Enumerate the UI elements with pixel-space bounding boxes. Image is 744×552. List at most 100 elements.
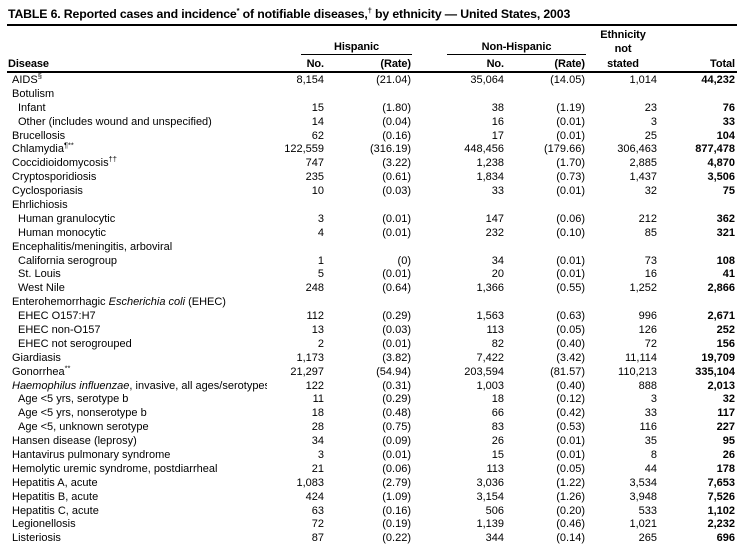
disease-name: Age <5, unknown serotype — [18, 421, 149, 434]
cell-hispanic-no: 1,083 — [296, 476, 324, 489]
cell-nonhispanic-rate: (1.26) — [556, 490, 585, 503]
table-title: TABLE 6. Reported cases and incidence* o… — [7, 5, 737, 26]
cell-nonhispanic-no: 26 — [491, 435, 504, 448]
cell-total — [659, 240, 737, 254]
table-row: EHEC non-O157 13 (0.03) 113 (0.05) 126 252 — [7, 323, 737, 337]
cell-hispanic-rate: (0.09) — [382, 435, 411, 448]
table-row: Human granulocytic 3 (0.01) 147 (0.06) 212 362 — [7, 212, 737, 226]
cell-ethnicity-not-stated — [587, 295, 659, 309]
cell-hispanic-no: 2 — [317, 337, 324, 350]
disease-name: EHEC non-O157 — [18, 323, 101, 336]
cell-hispanic-rate: (0.03) — [382, 185, 411, 198]
cell-nonhispanic-rate: (1.22) — [556, 476, 585, 489]
cell-ethnicity-not-stated: 1,014 — [629, 73, 657, 86]
disease-name: Cyclosporiasis — [12, 185, 83, 198]
cell-nonhispanic-no: 113 — [486, 323, 504, 336]
cell-total — [659, 295, 737, 309]
header-nonhispanic-no: No. — [413, 55, 506, 73]
header-nonhispanic-rate: (Rate) — [506, 55, 587, 73]
notifiable-diseases-table: Ethnicity Hispanic Non-Hispanic not Dise… — [7, 26, 737, 545]
table-row: Giardiasis 1,173 (3.82) 7,422 (3.42) 11,114 19… — [7, 351, 737, 365]
cell-nonhispanic-no: 506 — [485, 504, 504, 517]
cell-total: 321 — [716, 226, 735, 239]
cell-hispanic-no — [267, 87, 326, 101]
disease-name: Haemophilus influenzae, invasive, all ag… — [12, 379, 267, 392]
cell-nonhispanic-rate: (0.42) — [556, 407, 585, 420]
cell-ethnicity-not-stated — [587, 240, 659, 254]
cell-nonhispanic-no: 1,563 — [476, 310, 504, 323]
cell-nonhispanic-no — [413, 240, 506, 254]
cell-hispanic-rate: (0.01) — [382, 226, 411, 239]
cell-hispanic-no: 1 — [317, 254, 324, 267]
cell-hispanic-rate: (0.19) — [382, 518, 411, 531]
table-row: Legionellosis 72 (0.19) 1,139 (0.46) 1,021 2,2… — [7, 518, 737, 532]
header-ethnicity-line1: Ethnicity — [600, 29, 646, 41]
cell-hispanic-no: 122,559 — [284, 143, 324, 156]
cell-ethnicity-not-stated: 11,114 — [624, 351, 657, 364]
cell-total: 252 — [716, 323, 735, 336]
cell-nonhispanic-no: 448,456 — [464, 143, 504, 156]
table-row: Other (includes wound and unspecified) 14… — [7, 115, 737, 129]
cell-nonhispanic-rate — [506, 87, 587, 101]
cell-ethnicity-not-stated — [587, 198, 659, 212]
cell-total: 7,653 — [707, 476, 735, 489]
table-row: Hepatitis C, acute 63 (0.16) 506 (0.20) 533 1,… — [7, 504, 737, 518]
cell-nonhispanic-rate: (0.55) — [556, 282, 585, 295]
cell-total: 178 — [716, 462, 735, 475]
cell-nonhispanic-rate: (0.40) — [556, 379, 585, 392]
cell-nonhispanic-no: 82 — [491, 337, 504, 350]
cell-hispanic-rate: (0.64) — [382, 282, 411, 295]
cell-ethnicity-not-stated: 3 — [650, 393, 657, 406]
cell-ethnicity-not-stated: 85 — [644, 226, 657, 239]
cell-nonhispanic-rate: (0.06) — [556, 212, 585, 225]
cell-ethnicity-not-stated: 888 — [638, 379, 657, 392]
cell-total: 227 — [716, 421, 735, 434]
cell-hispanic-no: 424 — [305, 490, 324, 503]
cell-hispanic-no: 14 — [311, 115, 324, 128]
disease-name: Age <5 yrs, serotype b — [18, 393, 129, 406]
disease-name: Ehrlichiosis — [12, 198, 68, 211]
cell-hispanic-no: 13 — [311, 323, 324, 336]
cell-nonhispanic-rate — [506, 198, 587, 212]
cell-hispanic-no: 3 — [317, 212, 324, 225]
cell-hispanic-rate: (0.22) — [382, 532, 411, 545]
header-row-3: Disease No. (Rate) No. (Rate) stated Tot… — [7, 55, 737, 73]
cell-hispanic-rate: (0.31) — [382, 379, 411, 392]
cell-nonhispanic-rate: (0.40) — [556, 337, 585, 350]
table-row: Coccidioidomycosis†† 747 (3.22) 1,238 (1.70)… — [7, 156, 737, 170]
header-group-hispanic: Hispanic — [267, 41, 413, 55]
cell-ethnicity-not-stated: 1,437 — [629, 171, 657, 184]
cell-hispanic-rate: (54.94) — [376, 365, 411, 378]
cell-ethnicity-not-stated: 212 — [638, 212, 657, 225]
disease-name: Botulism — [12, 87, 55, 100]
cell-hispanic-rate: (316.19) — [370, 143, 411, 156]
cell-total: 2,671 — [707, 310, 735, 323]
cell-hispanic-no: 248 — [305, 282, 324, 295]
disease-name: AIDS§ — [12, 72, 42, 86]
cell-nonhispanic-rate — [506, 295, 587, 309]
disease-name: Listeriosis — [12, 532, 61, 545]
header-non-hispanic-label: Non-Hispanic — [447, 41, 586, 55]
header-hispanic-rate: (Rate) — [326, 55, 413, 73]
table-body: AIDS§ 8,154 (21.04) 35,064 (14.05) 1,014 44,23… — [7, 72, 737, 545]
cell-nonhispanic-no: 203,594 — [464, 365, 504, 378]
table-row: Age <5, unknown serotype 28 (0.75) 83 (0.53)… — [7, 420, 737, 434]
cell-total: 108 — [716, 254, 735, 267]
cell-nonhispanic-no: 344 — [485, 532, 504, 545]
cell-total: 2,232 — [707, 518, 735, 531]
table-row: Infant 15 (1.80) 38 (1.19) 23 76 — [7, 101, 737, 115]
disease-name: Enterohemorrhagic Escherichia coli (EHEC… — [12, 296, 226, 309]
cell-nonhispanic-no: 34 — [491, 254, 504, 267]
disease-name: Legionellosis — [12, 518, 76, 531]
disease-name: Hansen disease (leprosy) — [12, 435, 137, 448]
cell-hispanic-rate: (0.29) — [382, 393, 411, 406]
cell-ethnicity-not-stated: 44 — [644, 462, 657, 475]
cell-hispanic-rate: (0.29) — [382, 310, 411, 323]
cell-nonhispanic-rate: (0.73) — [556, 171, 585, 184]
title-footnote-asterisk: * — [236, 5, 240, 15]
header-row-2: Hispanic Non-Hispanic not — [7, 41, 737, 55]
cell-hispanic-rate: (1.09) — [382, 490, 411, 503]
cell-hispanic-no: 15 — [311, 101, 324, 114]
cell-hispanic-no: 87 — [311, 532, 324, 545]
